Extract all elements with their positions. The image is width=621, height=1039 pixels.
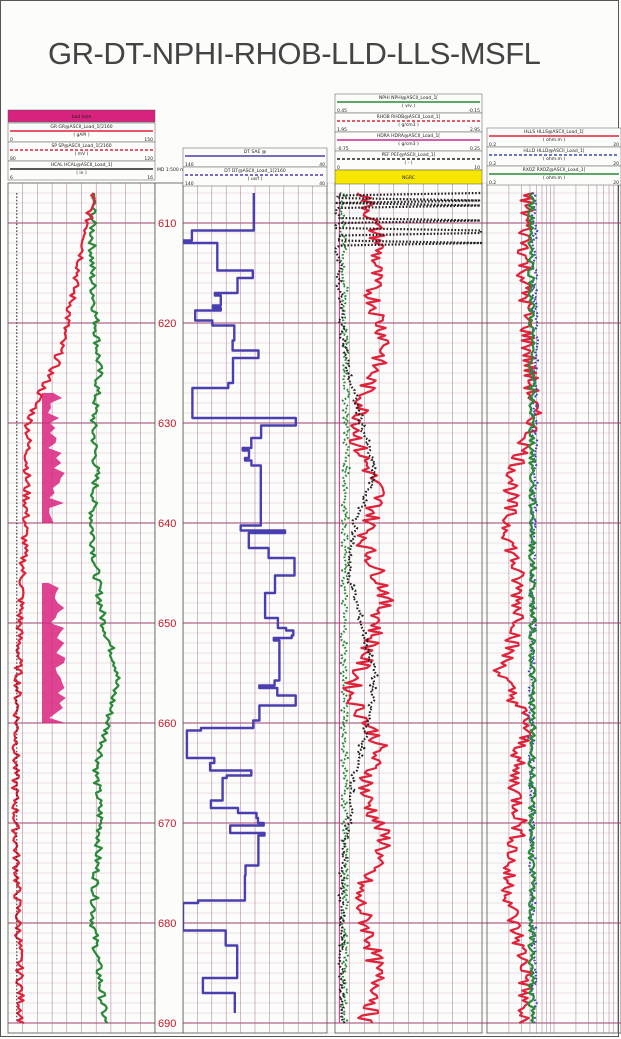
curve-header-name: HDRA HDRA@ASCII_Load_1[ <box>377 133 441 139</box>
curve-header-name: GR GR@ASCII_Load_1[2160 <box>50 124 112 130</box>
curve-scale-left: 0 <box>10 137 13 143</box>
depth-track: MD 1:500 m 610 620 630 640 650 660 670 680 690 <box>154 167 185 1034</box>
curve-hlls <box>492 191 543 1024</box>
curve-scale-left: 0.2 <box>489 180 496 186</box>
curve-header-unit: ( ohm.m ) <box>543 175 565 181</box>
curve-header-box <box>486 165 621 186</box>
curve-scale-left: 6 <box>10 175 13 181</box>
curve-header-name: RHOB RHOB@ASCII_Load_1[ <box>377 114 441 120</box>
curve-scale-left: -0.75 <box>337 146 349 152</box>
depth-tick-label: 690 <box>158 1018 176 1030</box>
curve-scale-right: 40 <box>319 162 325 168</box>
curve-scale-right: 120 <box>144 156 153 162</box>
curve-header-name: PEF PEF@ASCII_Load_1[ <box>382 152 436 158</box>
log-curves <box>10 191 543 1025</box>
curve-gr <box>87 192 121 1024</box>
curve-scale-left: 0 <box>337 165 340 171</box>
curve-hlld <box>527 192 540 1024</box>
curve-scale-right: 10 <box>474 165 480 171</box>
curve-header-name: HLLD HLLD@ASCII_Load_1[ <box>523 148 585 154</box>
chart-title: GR-DT-NPHI-RHOB-LLD-LLS-MSFL <box>48 36 541 71</box>
curve-scale-right: 2.95 <box>470 127 480 133</box>
curve-header-unit: ( v/v ) <box>402 103 415 109</box>
curve-scale-right: 150 <box>144 137 153 143</box>
curve-pef <box>334 191 483 1024</box>
track-fills <box>42 393 66 723</box>
depth-track-frame <box>154 182 184 1034</box>
curve-scale-left: 1.95 <box>337 127 347 133</box>
curve-scale-left: 0.2 <box>489 142 496 148</box>
curve-scale-left: 80 <box>10 156 16 162</box>
curve-header-unit: ( mV ) <box>75 151 89 157</box>
curve-scale-left: 0.2 <box>489 161 496 167</box>
track-headers: bad hole GR GR@ASCII_Load_1[2160 ( gAPI ) 0… <box>7 93 621 187</box>
curve-header-unit: ( us/f ) <box>248 176 263 182</box>
curve-header-name: HLLS HLLS@ASCII_Load_1[ <box>524 129 584 135</box>
depth-header-label: MD 1:500 m <box>157 167 185 173</box>
depth-tick-label: 660 <box>158 718 176 730</box>
curve-scale-left: 140 <box>185 162 194 168</box>
curve-header-unit: ( g/cm3 ) <box>398 141 419 147</box>
bad-hole-fill <box>42 393 65 523</box>
curve-scale-right: 40 <box>319 181 325 187</box>
ngrc-legend-label: NGRC <box>402 175 415 181</box>
curve-scale-right: -0.15 <box>468 108 480 114</box>
curve-header-name: DT SAE @ <box>244 149 267 155</box>
curve-header-name: RXOZ RXOZ@ASCII_Load_1[ <box>523 167 586 173</box>
curve-header-unit: ( in ) <box>76 170 87 176</box>
curve-header-unit: ( ohm.m ) <box>543 156 565 162</box>
curve-header-name: NPHI NPHI@ASCII_Load_1[ <box>379 95 438 101</box>
curve-rxoz <box>527 192 537 1024</box>
depth-tick-label: 680 <box>158 918 176 930</box>
curve-scale-left: 140 <box>185 181 194 187</box>
curve-scale-right: 20 <box>613 161 619 167</box>
depth-tick-label: 650 <box>158 618 176 630</box>
curve-header-unit: ( ohm.m ) <box>543 137 565 143</box>
curve-header-unit: ( - ) <box>405 160 413 166</box>
depth-tick-label: 620 <box>158 318 176 330</box>
depth-tick-label: 640 <box>158 518 176 530</box>
curve-header-name: HCAL HCAL@ASCII_Load_1[ <box>51 162 113 168</box>
curve-scale-right: 20 <box>613 180 619 186</box>
depth-tick-label: 670 <box>158 818 176 830</box>
depth-tick-label: 610 <box>158 218 176 230</box>
bad-hole-legend-label: bad hole <box>72 114 92 120</box>
bad-hole-fill <box>42 583 66 723</box>
curve-dt <box>181 193 297 1013</box>
ngrc-legend <box>334 169 483 185</box>
depth-tick-label: 630 <box>158 418 176 430</box>
curve-header-box <box>7 160 156 181</box>
curve-rhob <box>342 192 395 1024</box>
bad-hole-legend <box>7 109 156 123</box>
curve-header-unit: ( gAPI ) <box>73 132 90 138</box>
curve-header-name: SP SP@ASCII_Load_1[2160 <box>51 143 111 149</box>
curve-nphi <box>338 191 351 1025</box>
curve-header-unit: ( g/cm3 ) <box>398 122 419 128</box>
curve-scale-left: 0.45 <box>337 108 347 114</box>
curve-scale-right: 20 <box>613 142 619 148</box>
curve-scale-right: 16 <box>147 175 153 181</box>
curve-header-box <box>182 166 328 187</box>
curve-scale-right: 0.25 <box>470 146 480 152</box>
curve-sp <box>10 192 96 1025</box>
curve-header-name: DT DT@ASCII_Load_1[2160 <box>224 168 286 174</box>
